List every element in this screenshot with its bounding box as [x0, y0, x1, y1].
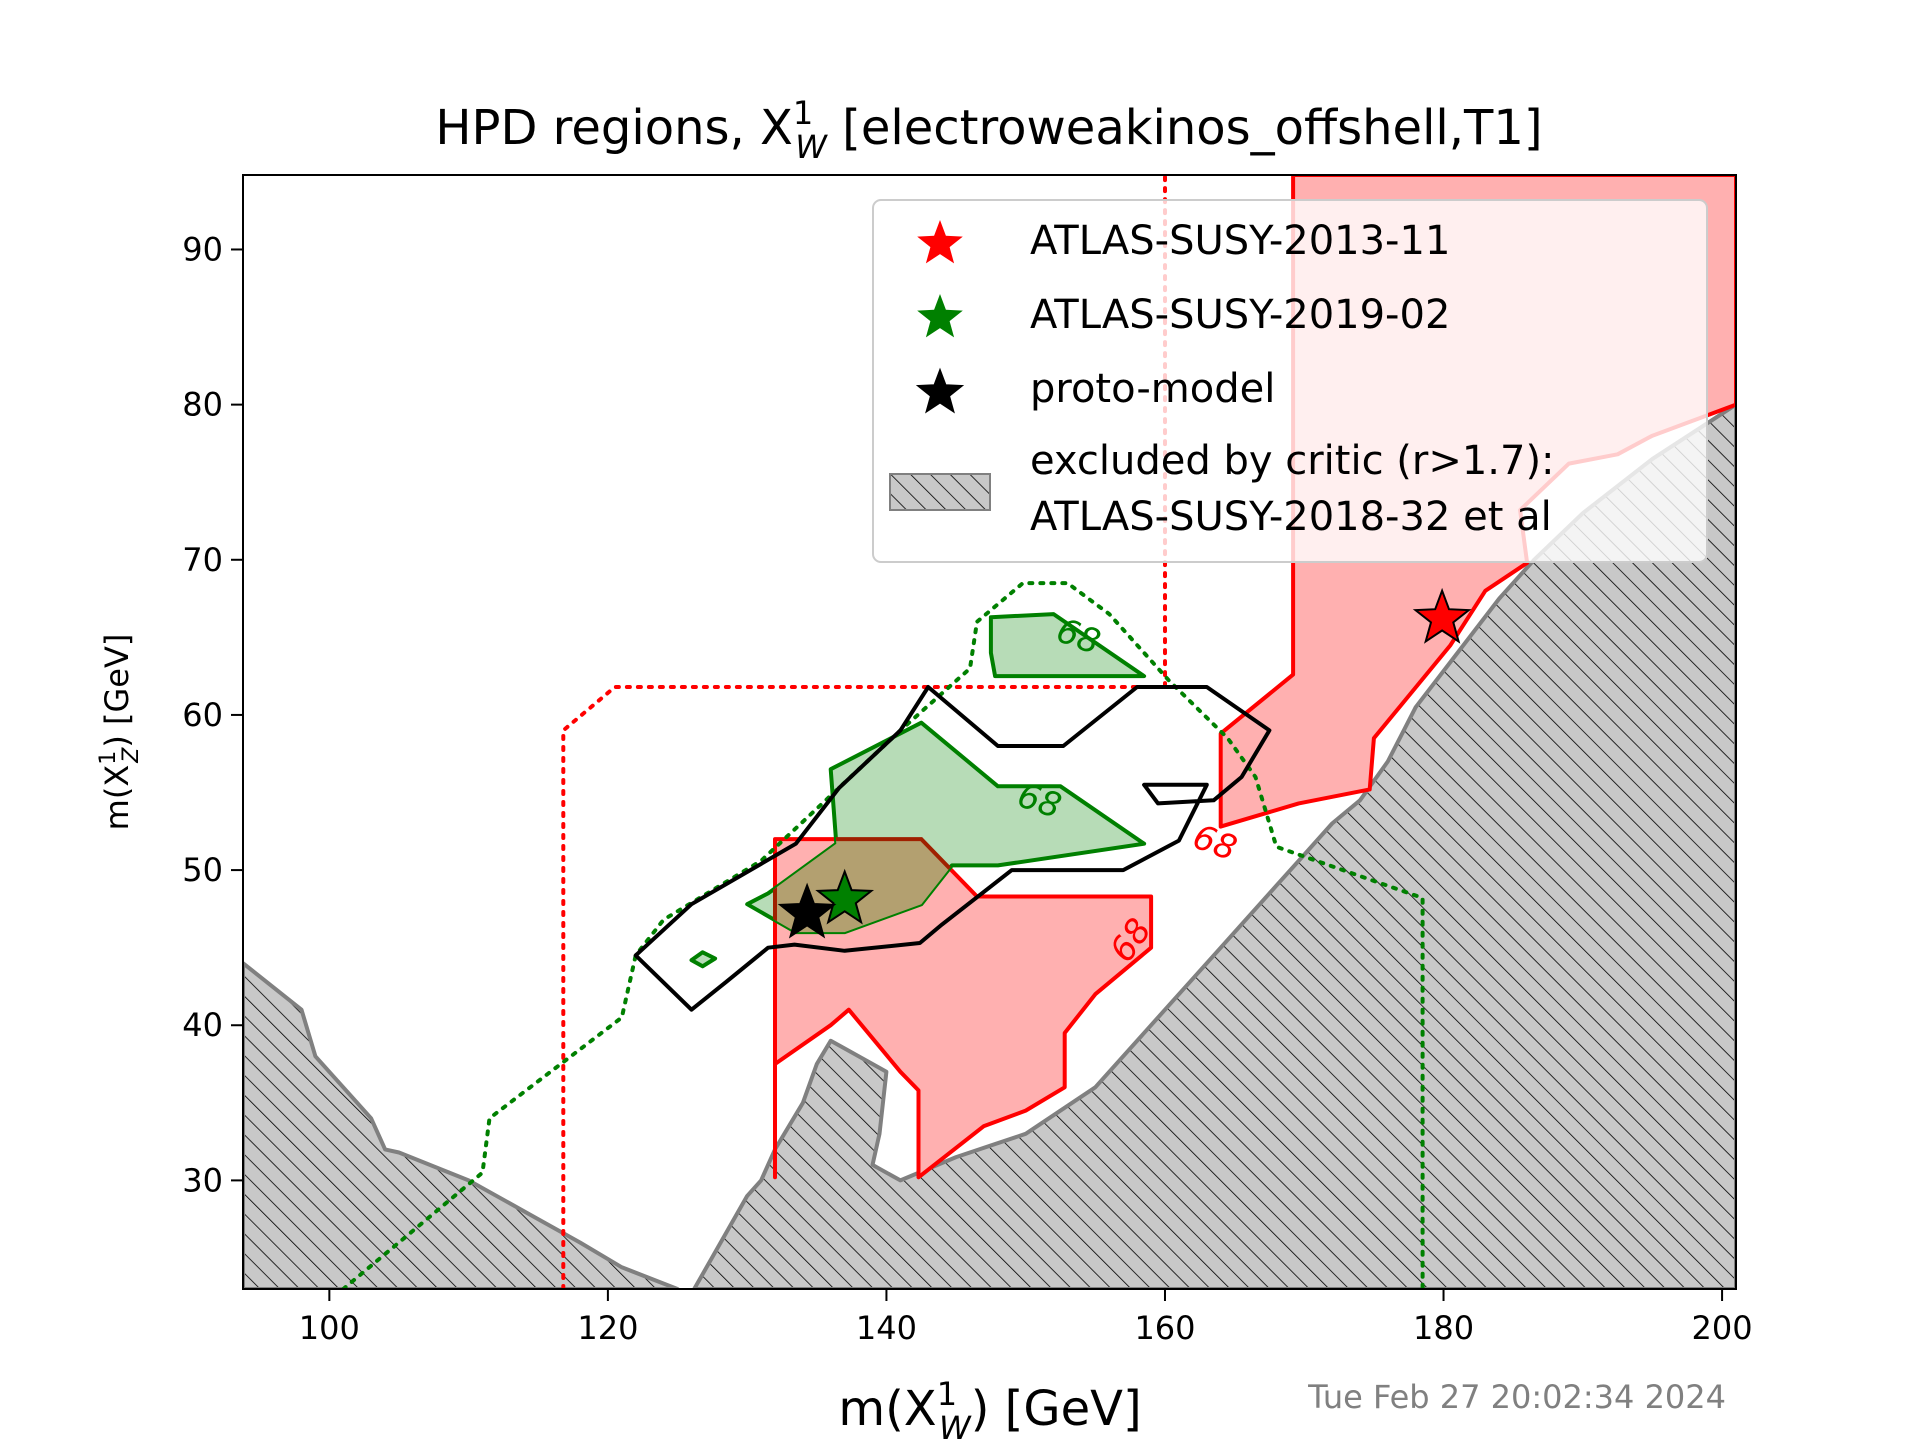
x-axis-ticks: 100 120 140 160 180 200	[299, 1289, 1753, 1347]
y-tick-label-30: 30	[182, 1161, 223, 1199]
green-68-region-2	[689, 950, 718, 969]
y-axis-ticks: 30 40 50 60 70 80 90	[182, 230, 243, 1199]
excluded-region-0	[243, 961, 680, 1289]
y-tick-label-90: 90	[182, 230, 223, 268]
green-dotted-contour	[341, 581, 1425, 1289]
y-axis-label: m(X1Z) [GeV]	[96, 634, 144, 831]
legend-star-0	[917, 220, 963, 264]
legend-label-excluded-line2: ATLAS-SUSY-2018-32 et al	[1030, 494, 1552, 540]
x-tick-label-160: 160	[1134, 1309, 1195, 1347]
legend-label-atlas-2013-11: ATLAS-SUSY-2013-11	[1030, 218, 1450, 264]
legend-star-2	[915, 367, 965, 414]
legend-label-proto-model: proto-model	[1030, 366, 1275, 412]
legend-label-excluded-line1: excluded by critic (r>1.7):	[1030, 438, 1555, 484]
marker-star-atlas-susy-2019-02	[815, 868, 875, 925]
marker-star-atlas-susy-2013-11	[1412, 587, 1472, 644]
y-tick-label-50: 50	[182, 851, 223, 889]
legend-marker-atlas-2019-02	[917, 294, 963, 338]
x-tick-label-100: 100	[299, 1309, 360, 1347]
y-tick-label-40: 40	[182, 1006, 223, 1044]
x-axis-label: m(X1 W) [GeV]	[838, 1375, 1141, 1440]
legend-marker-proto-model	[915, 367, 965, 414]
legend-marker-atlas-2013-11	[917, 220, 963, 264]
y-tick-label-70: 70	[182, 541, 223, 579]
black-contour-0	[633, 685, 1272, 1012]
x-tick-label-120: 120	[577, 1309, 638, 1347]
chart-title: HPD regions, X1 W [electroweakinos_offshe…	[435, 94, 1542, 166]
timestamp: Tue Feb 27 20:02:34 2024	[1307, 1378, 1726, 1416]
x-tick-label-200: 200	[1692, 1309, 1753, 1347]
excluded-region-1	[692, 402, 1736, 1289]
legend: ATLAS-SUSY-2013-11 ATLAS-SUSY-2019-02 pr…	[872, 199, 1708, 563]
plot-frame	[242, 174, 1737, 1290]
x-tick-label-140: 140	[856, 1309, 917, 1347]
legend-marker-excluded-hatch	[889, 473, 991, 511]
x-tick-label-180: 180	[1413, 1309, 1474, 1347]
y-tick-label-60: 60	[182, 696, 223, 734]
marker-star-proto-model	[777, 882, 837, 939]
y-tick-label-80: 80	[182, 386, 223, 424]
legend-frame	[872, 199, 1708, 563]
legend-star-1	[917, 294, 963, 338]
green-68-region-0	[988, 612, 1147, 679]
legend-label-atlas-2019-02: ATLAS-SUSY-2019-02	[1030, 292, 1450, 338]
overlap-edge	[773, 837, 979, 933]
